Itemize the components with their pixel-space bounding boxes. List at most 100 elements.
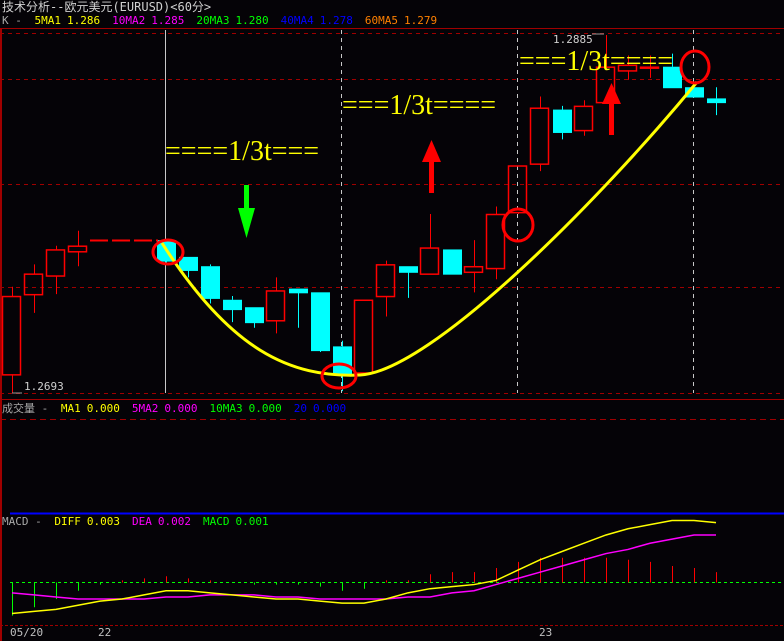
candle xyxy=(685,87,704,98)
indicator-10ma3: 10MA3 0.000 xyxy=(210,402,288,415)
candle xyxy=(67,230,88,267)
indicator-60ma5: 60MA5 1.279 xyxy=(365,14,443,27)
diff-line xyxy=(11,519,717,615)
candle xyxy=(223,296,242,323)
candle-body xyxy=(67,245,88,253)
window-title: 技术分析--欧元美元(EURUSD)<60分> xyxy=(2,0,212,14)
indicator-name: 40MA4 xyxy=(280,14,314,27)
arrow-up-icon xyxy=(602,83,621,135)
candle-body xyxy=(45,249,66,277)
candle xyxy=(507,165,528,214)
price-panel-label: K - xyxy=(2,14,22,27)
candle xyxy=(663,53,682,89)
indicator-name: DEA xyxy=(132,515,152,528)
circle-marker xyxy=(679,49,711,85)
annotation-text: ===1/3t==== xyxy=(519,46,673,77)
candle-body xyxy=(419,247,440,275)
indicator-value: 0.001 xyxy=(235,515,269,528)
low-marker: 1.2693 xyxy=(12,380,64,394)
indicator-diff: DIFF 0.003 xyxy=(54,515,126,528)
candle xyxy=(311,292,330,352)
candles xyxy=(1,35,726,393)
indicator-value: 0.003 xyxy=(86,515,120,528)
candle-body xyxy=(399,266,418,273)
candle xyxy=(245,307,264,328)
candle-body xyxy=(333,346,352,376)
candle xyxy=(353,299,374,375)
day-separators xyxy=(341,30,694,393)
candle xyxy=(265,277,286,334)
candle-body xyxy=(353,299,374,374)
date-label: 05/20 xyxy=(10,626,44,639)
indicator-value: 1.280 xyxy=(235,14,269,27)
indicator-name: 20 xyxy=(293,402,307,415)
indicator-name: 20MA3 xyxy=(196,14,230,27)
candle xyxy=(463,240,484,293)
indicator-5ma2: 5MA2 0.000 xyxy=(132,402,204,415)
indicator-value: 1.286 xyxy=(67,14,101,27)
candle xyxy=(529,96,550,172)
candle xyxy=(1,286,22,393)
indicator-name: DIFF xyxy=(54,515,81,528)
candle-body xyxy=(463,265,484,274)
candle-body xyxy=(639,66,660,69)
circle-marker xyxy=(151,238,185,266)
indicator-name: 5MA1 xyxy=(34,14,62,27)
candle xyxy=(399,266,418,298)
candle xyxy=(707,87,726,116)
price-grid xyxy=(0,33,784,394)
indicator-value: 0.002 xyxy=(157,515,191,528)
candle xyxy=(639,55,660,78)
candle xyxy=(443,249,462,275)
indicator-dea: DEA 0.002 xyxy=(132,515,197,528)
arrow-up-icon xyxy=(422,140,441,193)
indicator-value: 0.000 xyxy=(86,402,120,415)
candle-body xyxy=(245,307,264,324)
indicator-name: MA1 xyxy=(60,402,81,415)
volume-panel-label: 成交量 - xyxy=(2,402,49,415)
indicator-name: 10MA3 xyxy=(209,402,243,415)
candle xyxy=(553,105,572,140)
candle-body xyxy=(265,290,286,322)
indicator-20ma3: 20MA3 1.280 xyxy=(196,14,274,27)
candle xyxy=(201,264,220,304)
volume-legend: 成交量 - MA1 0.000 5MA2 0.000 10MA3 0.000 20 0.000 xyxy=(2,402,364,416)
indicator-value: 0.000 xyxy=(313,402,347,415)
price-legend: K - 5MA1 1.286 10MA2 1.285 20MA3 1.280 40MA4 1.… xyxy=(2,14,455,28)
candle-body xyxy=(685,87,704,98)
macd-panel-label: MACD - xyxy=(2,515,42,528)
candle-body xyxy=(289,288,308,294)
high-marker: 1.2885 xyxy=(553,33,604,46)
candle-body xyxy=(663,66,682,89)
indicator-name: MACD xyxy=(203,515,230,528)
candle-body xyxy=(375,264,396,298)
candle-body xyxy=(179,256,198,271)
panel-borders xyxy=(0,28,784,641)
candle-body xyxy=(485,213,506,270)
date-label: 22 xyxy=(98,626,112,639)
indicator-macd: MACD 0.001 xyxy=(203,515,275,528)
indicator-5ma1: 5MA1 1.286 xyxy=(35,14,107,27)
candle xyxy=(375,260,396,317)
circle-marker xyxy=(320,362,358,390)
high-price-label: 1.2885 xyxy=(553,33,593,46)
candle xyxy=(485,206,506,280)
candle xyxy=(573,100,594,136)
candle-body xyxy=(311,292,330,352)
highlight-circles xyxy=(151,49,711,390)
candle xyxy=(179,256,198,278)
low-price-label: 1.2693 xyxy=(24,380,64,393)
annotation-text: ====1/3t=== xyxy=(165,136,319,167)
macd-legend: MACD - DIFF 0.003 DEA 0.002 MACD 0.001 xyxy=(2,515,287,529)
candle xyxy=(289,288,308,328)
candle-body xyxy=(553,109,572,133)
indicator-ma1: MA1 0.000 xyxy=(61,402,126,415)
indicator-20: 20 0.000 xyxy=(294,402,352,415)
candle-body xyxy=(1,295,22,376)
indicator-40ma4: 40MA4 1.278 xyxy=(281,14,359,27)
macd-chart xyxy=(11,519,717,616)
indicator-value: 0.000 xyxy=(248,402,282,415)
dea-line xyxy=(11,534,716,600)
indicator-name: 60MA5 xyxy=(364,14,398,27)
